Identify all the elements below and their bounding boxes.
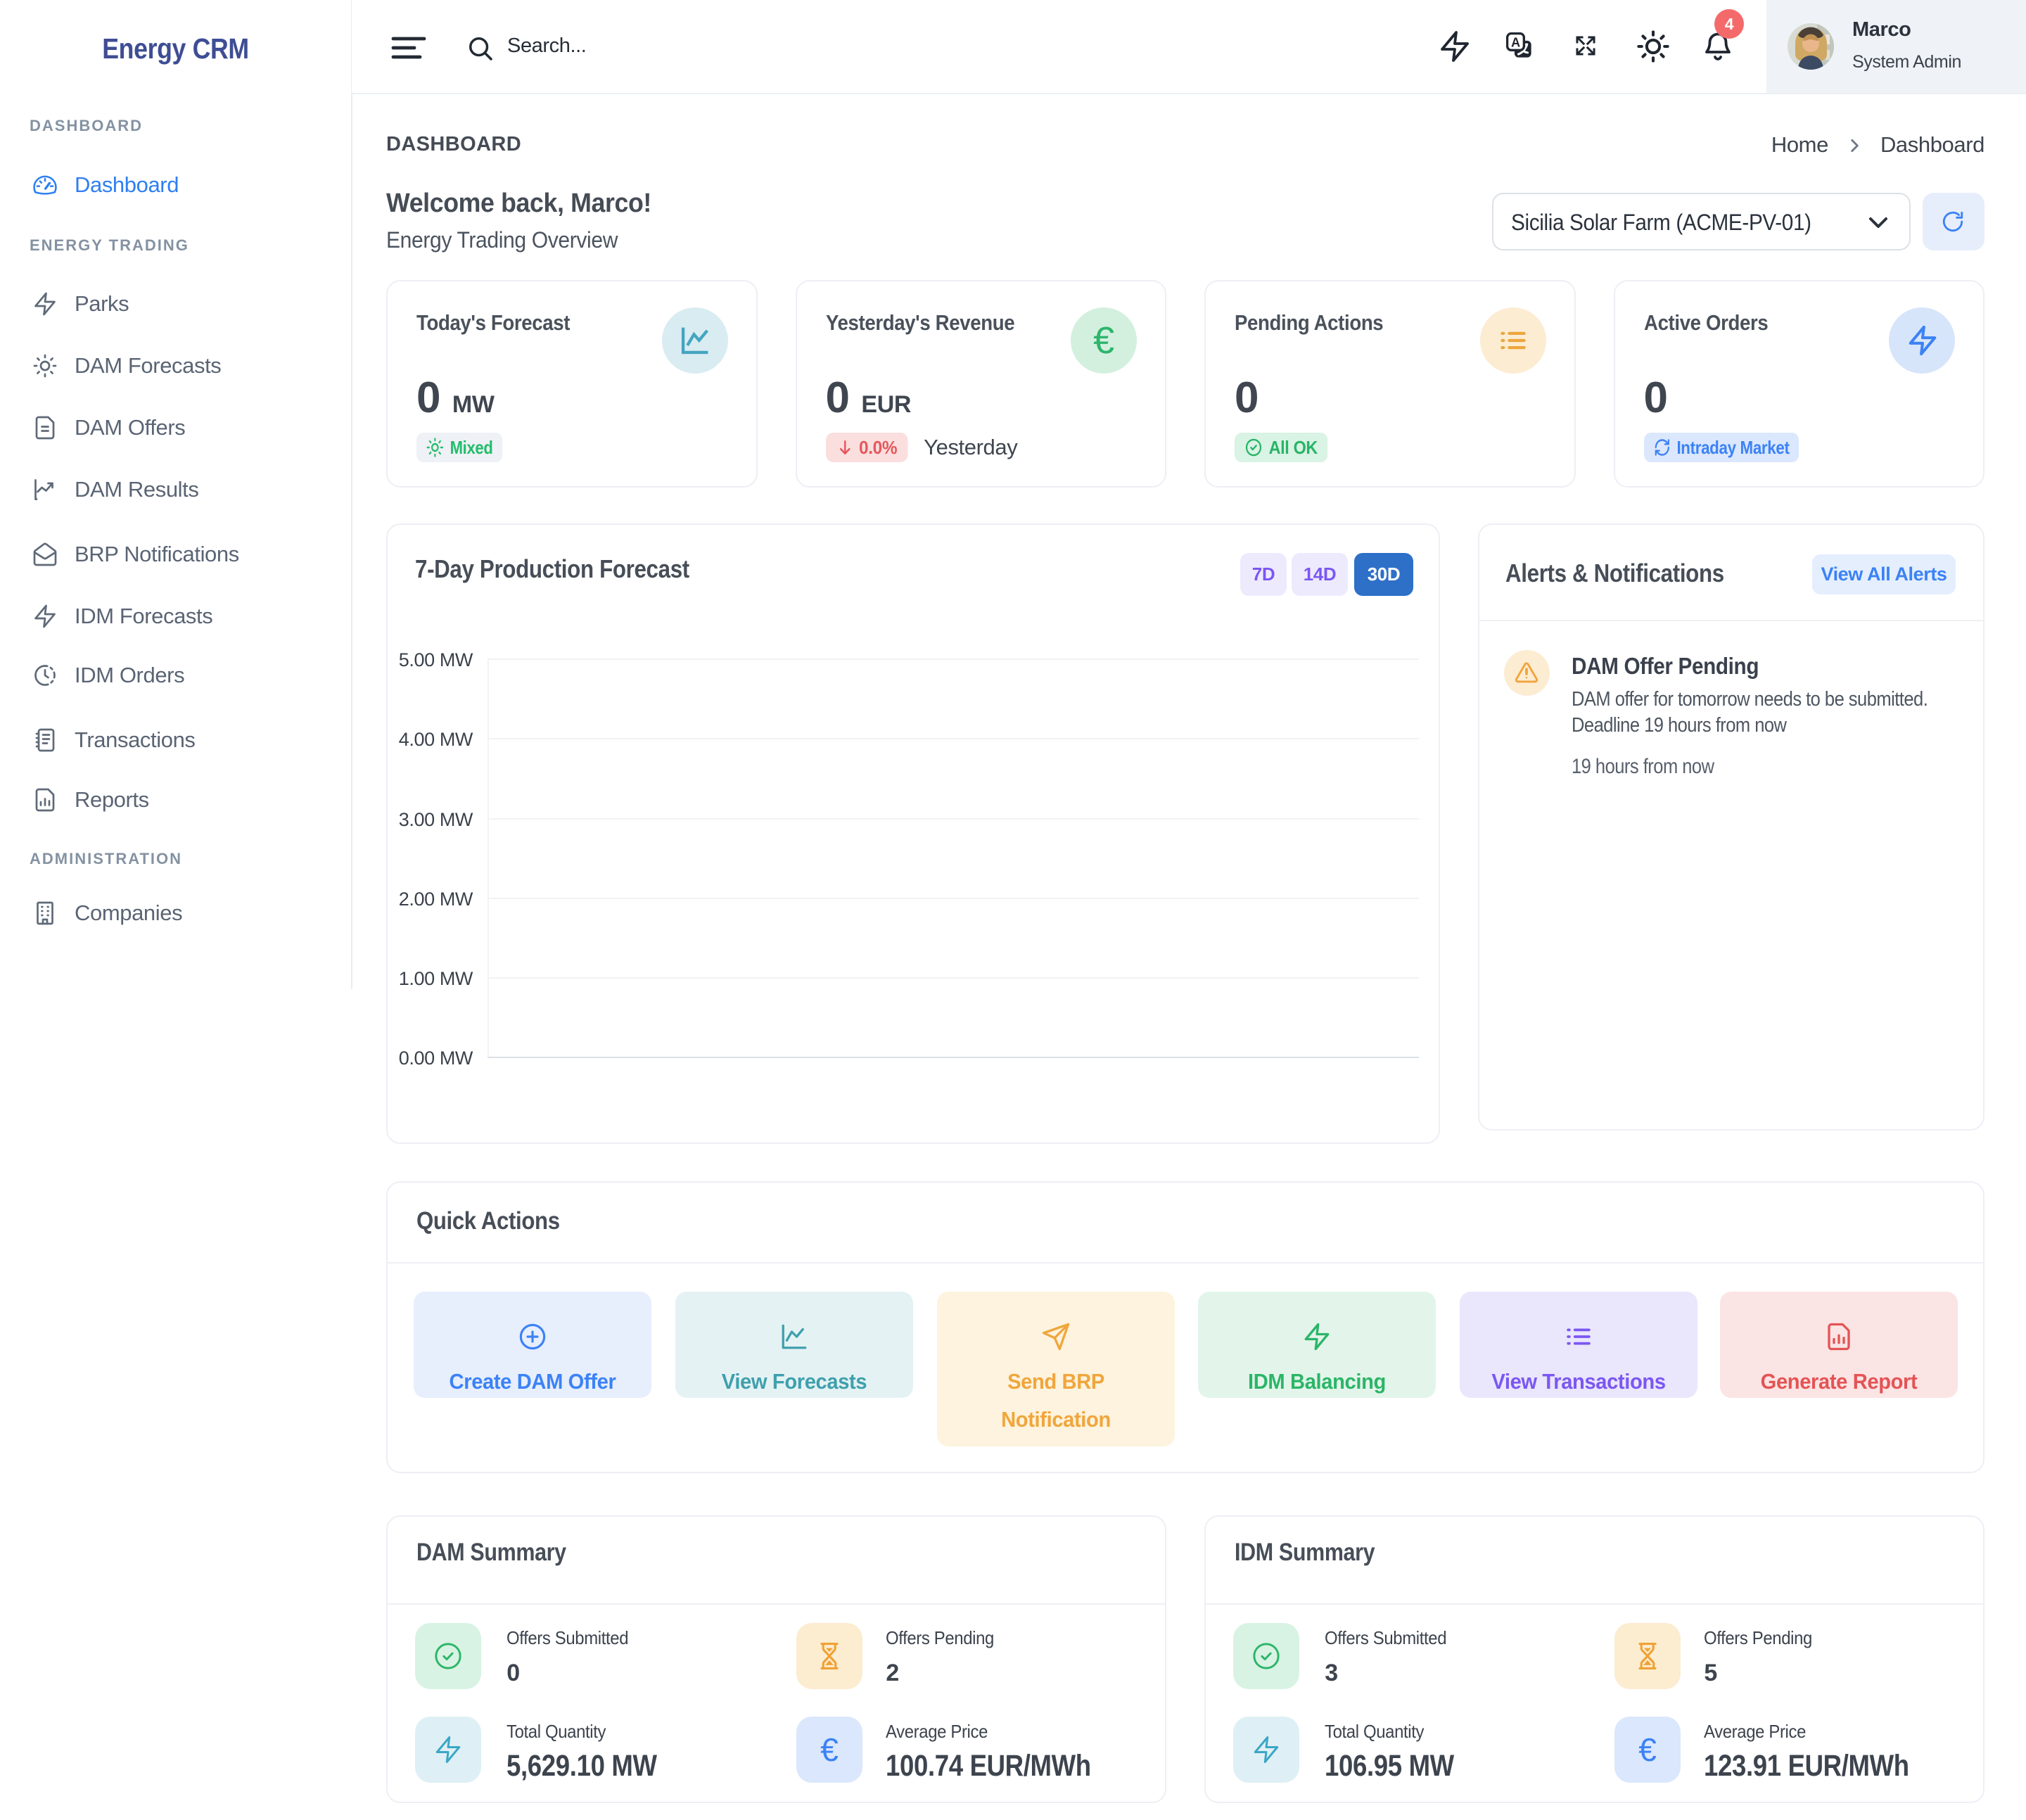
svg-text:A: A <box>1511 35 1520 49</box>
